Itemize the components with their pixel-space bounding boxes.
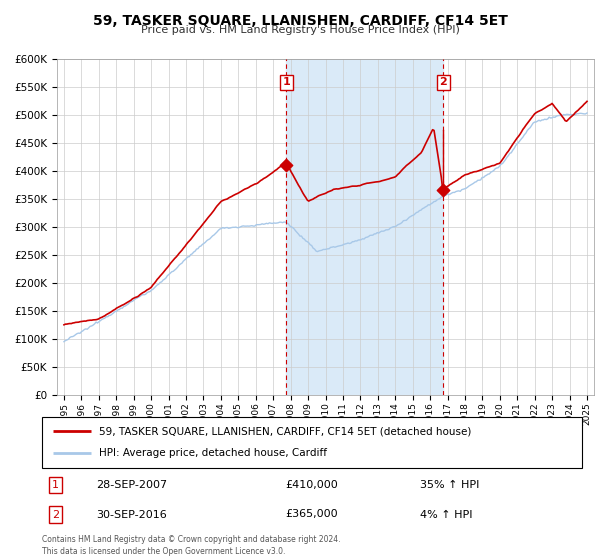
Text: 35% ↑ HPI: 35% ↑ HPI — [420, 480, 479, 490]
Text: 2: 2 — [439, 77, 447, 87]
Text: 59, TASKER SQUARE, LLANISHEN, CARDIFF, CF14 5ET (detached house): 59, TASKER SQUARE, LLANISHEN, CARDIFF, C… — [98, 426, 471, 436]
Text: 4% ↑ HPI: 4% ↑ HPI — [420, 510, 473, 520]
Text: 1: 1 — [52, 480, 59, 490]
Text: £410,000: £410,000 — [285, 480, 338, 490]
FancyBboxPatch shape — [42, 417, 582, 468]
Point — [439, 186, 448, 195]
Text: Price paid vs. HM Land Registry's House Price Index (HPI): Price paid vs. HM Land Registry's House … — [140, 25, 460, 35]
Point — [281, 161, 291, 170]
Text: 2: 2 — [52, 510, 59, 520]
Text: £365,000: £365,000 — [285, 510, 338, 520]
Text: HPI: Average price, detached house, Cardiff: HPI: Average price, detached house, Card… — [98, 449, 326, 459]
Bar — [286, 59, 443, 395]
Text: 30-SEP-2016: 30-SEP-2016 — [96, 510, 167, 520]
Text: 59, TASKER SQUARE, LLANISHEN, CARDIFF, CF14 5ET: 59, TASKER SQUARE, LLANISHEN, CARDIFF, C… — [92, 14, 508, 28]
Text: 1: 1 — [283, 77, 290, 87]
Text: Contains HM Land Registry data © Crown copyright and database right 2024.
This d: Contains HM Land Registry data © Crown c… — [42, 535, 341, 556]
Text: 28-SEP-2007: 28-SEP-2007 — [96, 480, 167, 490]
